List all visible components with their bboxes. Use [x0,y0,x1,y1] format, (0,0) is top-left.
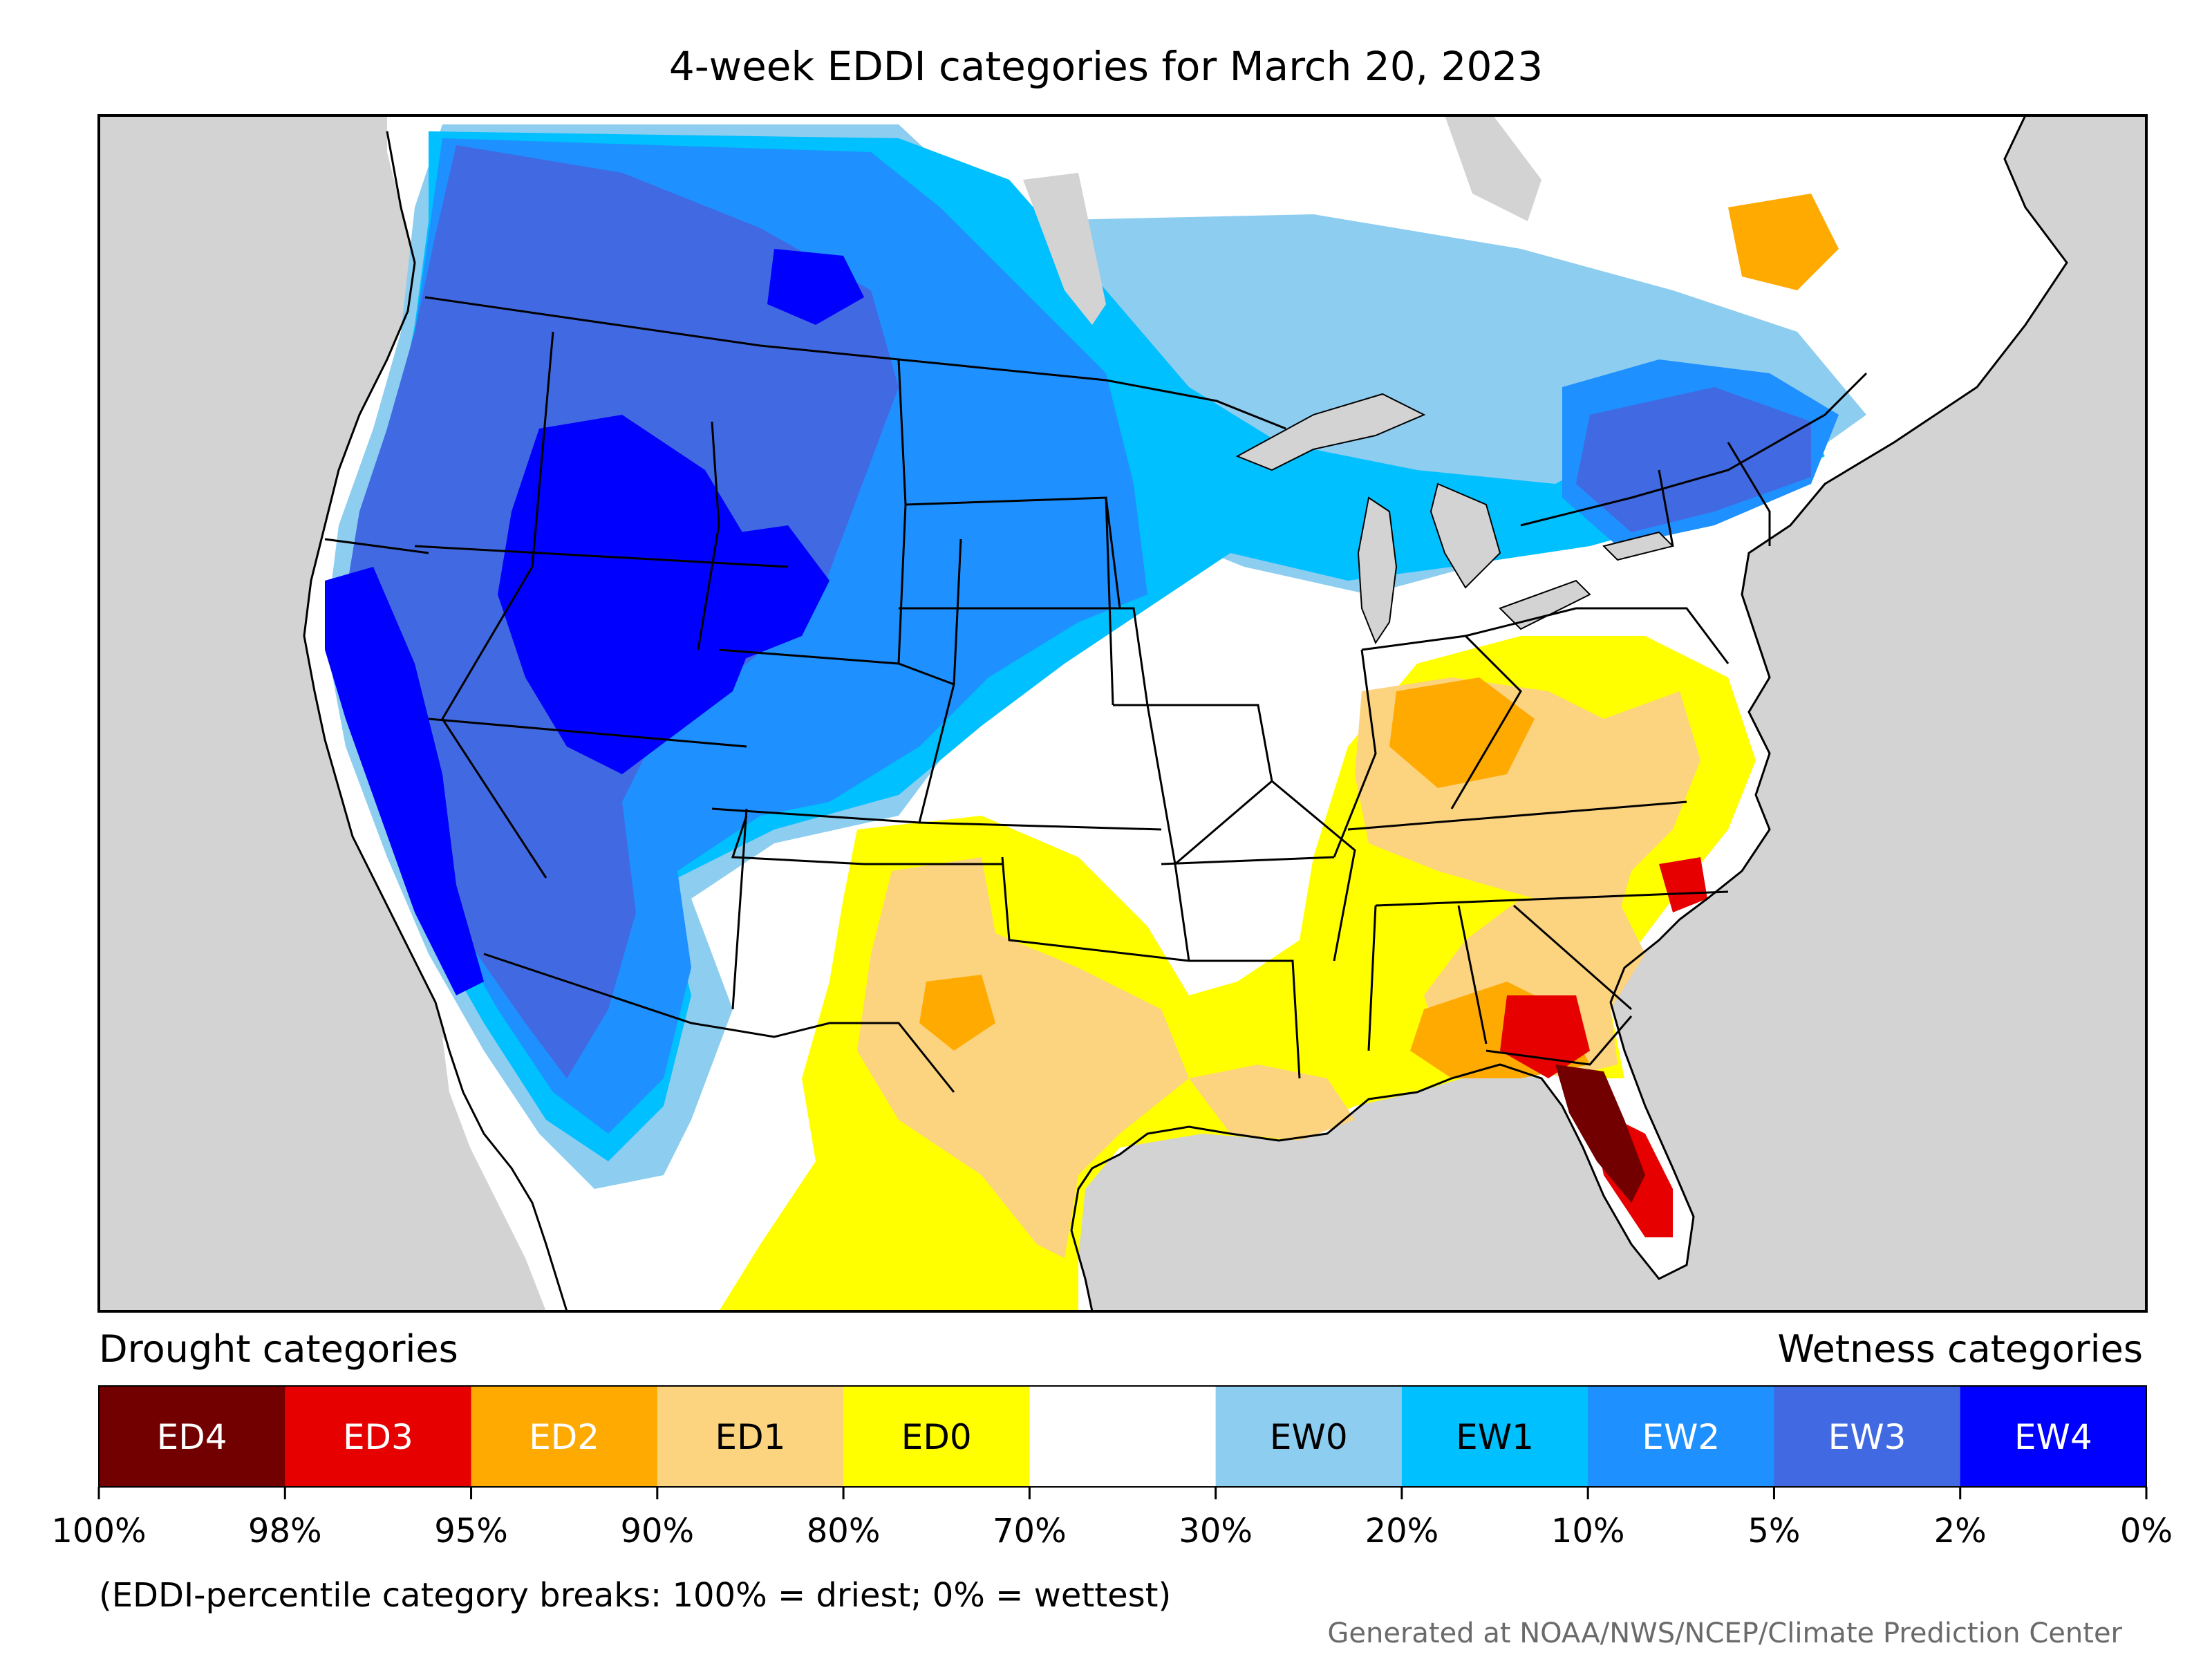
region-ed1 [857,857,1189,1258]
category-swatch-ew3 [1774,1386,1961,1487]
region-ed1-gulf [1189,1065,1355,1141]
region-ew4-california [325,567,484,995]
category-label-ed1: ED1 [715,1417,786,1457]
colorbar-tick-label: 90% [620,1512,694,1550]
coastline [303,115,2068,1311]
category-swatch-ed1 [657,1386,844,1487]
category-label-ew0: EW0 [1270,1417,1348,1457]
colorbar-tick-label: 30% [1179,1512,1253,1550]
lake-erie [1499,579,1591,630]
colorbar-tick-label: 10% [1551,1512,1625,1550]
category-swatch-ew4 [1960,1386,2147,1487]
category-label-ed2: ED2 [529,1417,599,1457]
lake-winnipeg [1023,173,1106,325]
category-swatch-ed0 [843,1386,1030,1487]
category-swatch-ed3 [285,1386,472,1487]
land-baja [442,1037,567,1311]
category-label-ew1: EW1 [1456,1417,1534,1457]
lake-superior [1235,393,1426,471]
colorbar-tick-label: 5% [1747,1512,1800,1550]
colorbar-tick-label: 100% [51,1512,146,1550]
category-label-ew3: EW3 [1828,1417,1906,1457]
category-label-ew2: EW2 [1642,1417,1720,1457]
colorbar-frame [98,1385,2147,1488]
category-label-ed0: ED0 [901,1417,972,1457]
wetness-categories-heading: Wetness categories [1777,1327,2143,1371]
region-ed2-quebec [1728,194,1839,290]
category-swatch-ew0 [1215,1386,1403,1487]
category-swatch-ed2 [471,1386,658,1487]
region-ed2-texas [919,975,995,1051]
credit-line: Generated at NOAA/NWS/NCEP/Climate Predi… [1327,1618,2122,1649]
region-ew4 [498,415,760,774]
category-swatch-ed4 [99,1386,285,1487]
colorbar-tick-label: 70% [993,1512,1067,1550]
category-label-ed4: ED4 [157,1417,227,1457]
colorbar-tick-label: 2% [1934,1512,1987,1550]
region-ed2 [1389,677,1535,788]
political-borders [324,296,1868,1093]
category-swatch-normal [1029,1386,1217,1487]
lake-huron [1430,482,1501,589]
region-ed3 [1500,995,1590,1078]
colorbar-tick-label: 95% [434,1512,508,1550]
category-swatch-ew2 [1588,1386,1774,1487]
category-label-ew4: EW4 [2014,1417,2092,1457]
region-ew4-wyoming [684,525,830,664]
hudson-bay [1445,115,1541,221]
lake-michigan [1357,496,1398,645]
drought-categories-heading: Drought categories [99,1327,458,1371]
map-title: 4-week EDDI categories for March 20, 202… [668,43,1544,90]
category-breaks-note: (EDDI-percentile category breaks: 100% =… [99,1576,1172,1615]
colorbar-tick-label: 80% [807,1512,881,1550]
colorbar-tick-label: 20% [1365,1512,1439,1550]
region-ew4-montana [767,249,864,325]
colorbar-tick-label: 0% [2120,1512,2173,1550]
region-ed4 [1555,1065,1645,1203]
colorbar-tick-label: 98% [248,1512,322,1550]
region-ed3-nc [1659,857,1707,912]
map-frame [97,114,2148,1313]
category-swatch-ew1 [1401,1386,1588,1487]
category-label-ed3: ED3 [343,1417,413,1457]
